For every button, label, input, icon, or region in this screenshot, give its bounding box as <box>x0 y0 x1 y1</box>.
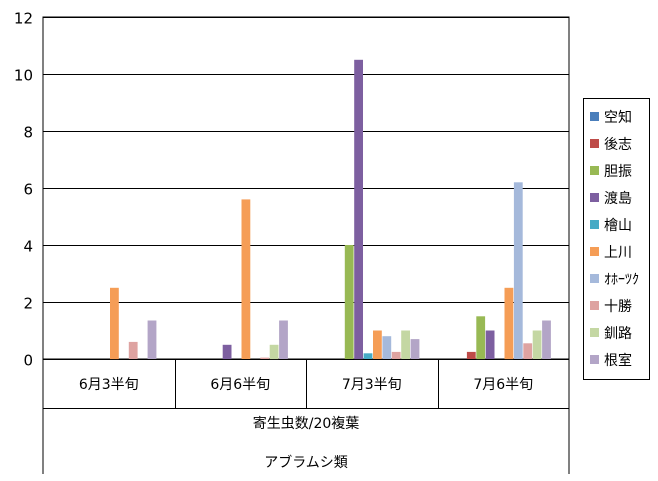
bar-根室 <box>542 320 551 359</box>
legend-swatch <box>590 247 599 256</box>
y-tick-label: 8 <box>23 124 33 142</box>
bar-檜山 <box>363 353 373 359</box>
x-category-label: 7月6半旬 <box>473 377 533 393</box>
legend-swatch <box>590 193 599 202</box>
bar-上川 <box>504 287 514 360</box>
y-tick-label: 10 <box>14 67 33 85</box>
bar-十勝 <box>128 341 138 359</box>
y-tick-label: 4 <box>23 238 33 256</box>
legend-item: ｵﾎｰﾂｸ <box>584 265 649 292</box>
legend-swatch <box>590 139 599 148</box>
legend-item: 渡島 <box>584 184 649 211</box>
y-tick-label: 12 <box>14 10 33 28</box>
legend-item: 檜山 <box>584 211 649 238</box>
y-tick-label: 2 <box>23 295 33 313</box>
bar-十勝 <box>391 351 401 359</box>
legend-label: 上川 <box>604 244 632 261</box>
bar-根室 <box>410 339 420 359</box>
legend-label: 渡島 <box>604 190 632 207</box>
bar-十勝 <box>260 357 270 359</box>
legend-swatch <box>590 328 599 337</box>
x-category-label: 7月3半旬 <box>342 377 402 393</box>
legend-item: 胆振 <box>584 157 649 184</box>
gridlines <box>42 16 570 360</box>
bar-上川 <box>110 287 119 360</box>
legend-swatch <box>590 301 599 310</box>
legend-label: 後志 <box>604 136 632 153</box>
legend-swatch <box>590 166 599 175</box>
x-category-label: 6月3半旬 <box>79 377 139 393</box>
legend-swatch <box>590 112 599 121</box>
legend-item: 根室 <box>584 346 649 373</box>
legend-label: 空知 <box>604 109 632 126</box>
bar-series <box>110 59 551 360</box>
bar-後志 <box>466 351 476 359</box>
legend-item: 十勝 <box>584 292 649 319</box>
bar-上川 <box>373 330 382 359</box>
bar-釧路 <box>532 330 542 359</box>
bar-ｵﾎｰﾂｸ <box>513 182 523 359</box>
legend-swatch <box>590 220 599 229</box>
x-axis-title-line: アブラムシ類 <box>264 454 348 471</box>
legend-swatch <box>590 274 599 283</box>
bar-根室 <box>147 320 157 359</box>
legend-label: 檜山 <box>604 217 632 234</box>
x-axis-title-line: 寄生虫数/20複葉 <box>253 415 360 432</box>
legend-label: ｵﾎｰﾂｸ <box>604 271 639 288</box>
bar-渡島 <box>222 344 232 360</box>
legend-label: 根室 <box>604 352 632 369</box>
legend-item: 釧路 <box>584 319 649 346</box>
legend-item: 空知 <box>584 103 649 130</box>
bar-ｵﾎｰﾂｸ <box>382 336 392 359</box>
bar-胆振 <box>344 245 354 359</box>
x-category-label: 6月6半旬 <box>210 377 270 393</box>
bar-渡島 <box>485 330 495 359</box>
bar-十勝 <box>523 343 533 359</box>
y-tick-label: 6 <box>23 181 33 199</box>
bar-釧路 <box>269 344 279 360</box>
legend-swatch <box>590 355 599 364</box>
bar-根室 <box>279 320 288 359</box>
legend: 空知後志胆振渡島檜山上川 ｵﾎｰﾂｸ 十勝釧路根室 <box>583 98 650 380</box>
bar-渡島 <box>354 59 363 360</box>
legend-label: 釧路 <box>604 325 632 342</box>
legend-item: 後志 <box>584 130 649 157</box>
legend-item: 上川 <box>584 238 649 265</box>
legend-label: 十勝 <box>604 298 632 315</box>
bar-釧路 <box>401 330 410 359</box>
bar-上川 <box>241 199 251 359</box>
y-tick-label: 0 <box>23 352 33 370</box>
y-axis-ticks: 0 2 4 6 8 10 12 <box>14 10 33 370</box>
legend-label: 胆振 <box>604 163 632 180</box>
bar-胆振 <box>476 316 486 360</box>
